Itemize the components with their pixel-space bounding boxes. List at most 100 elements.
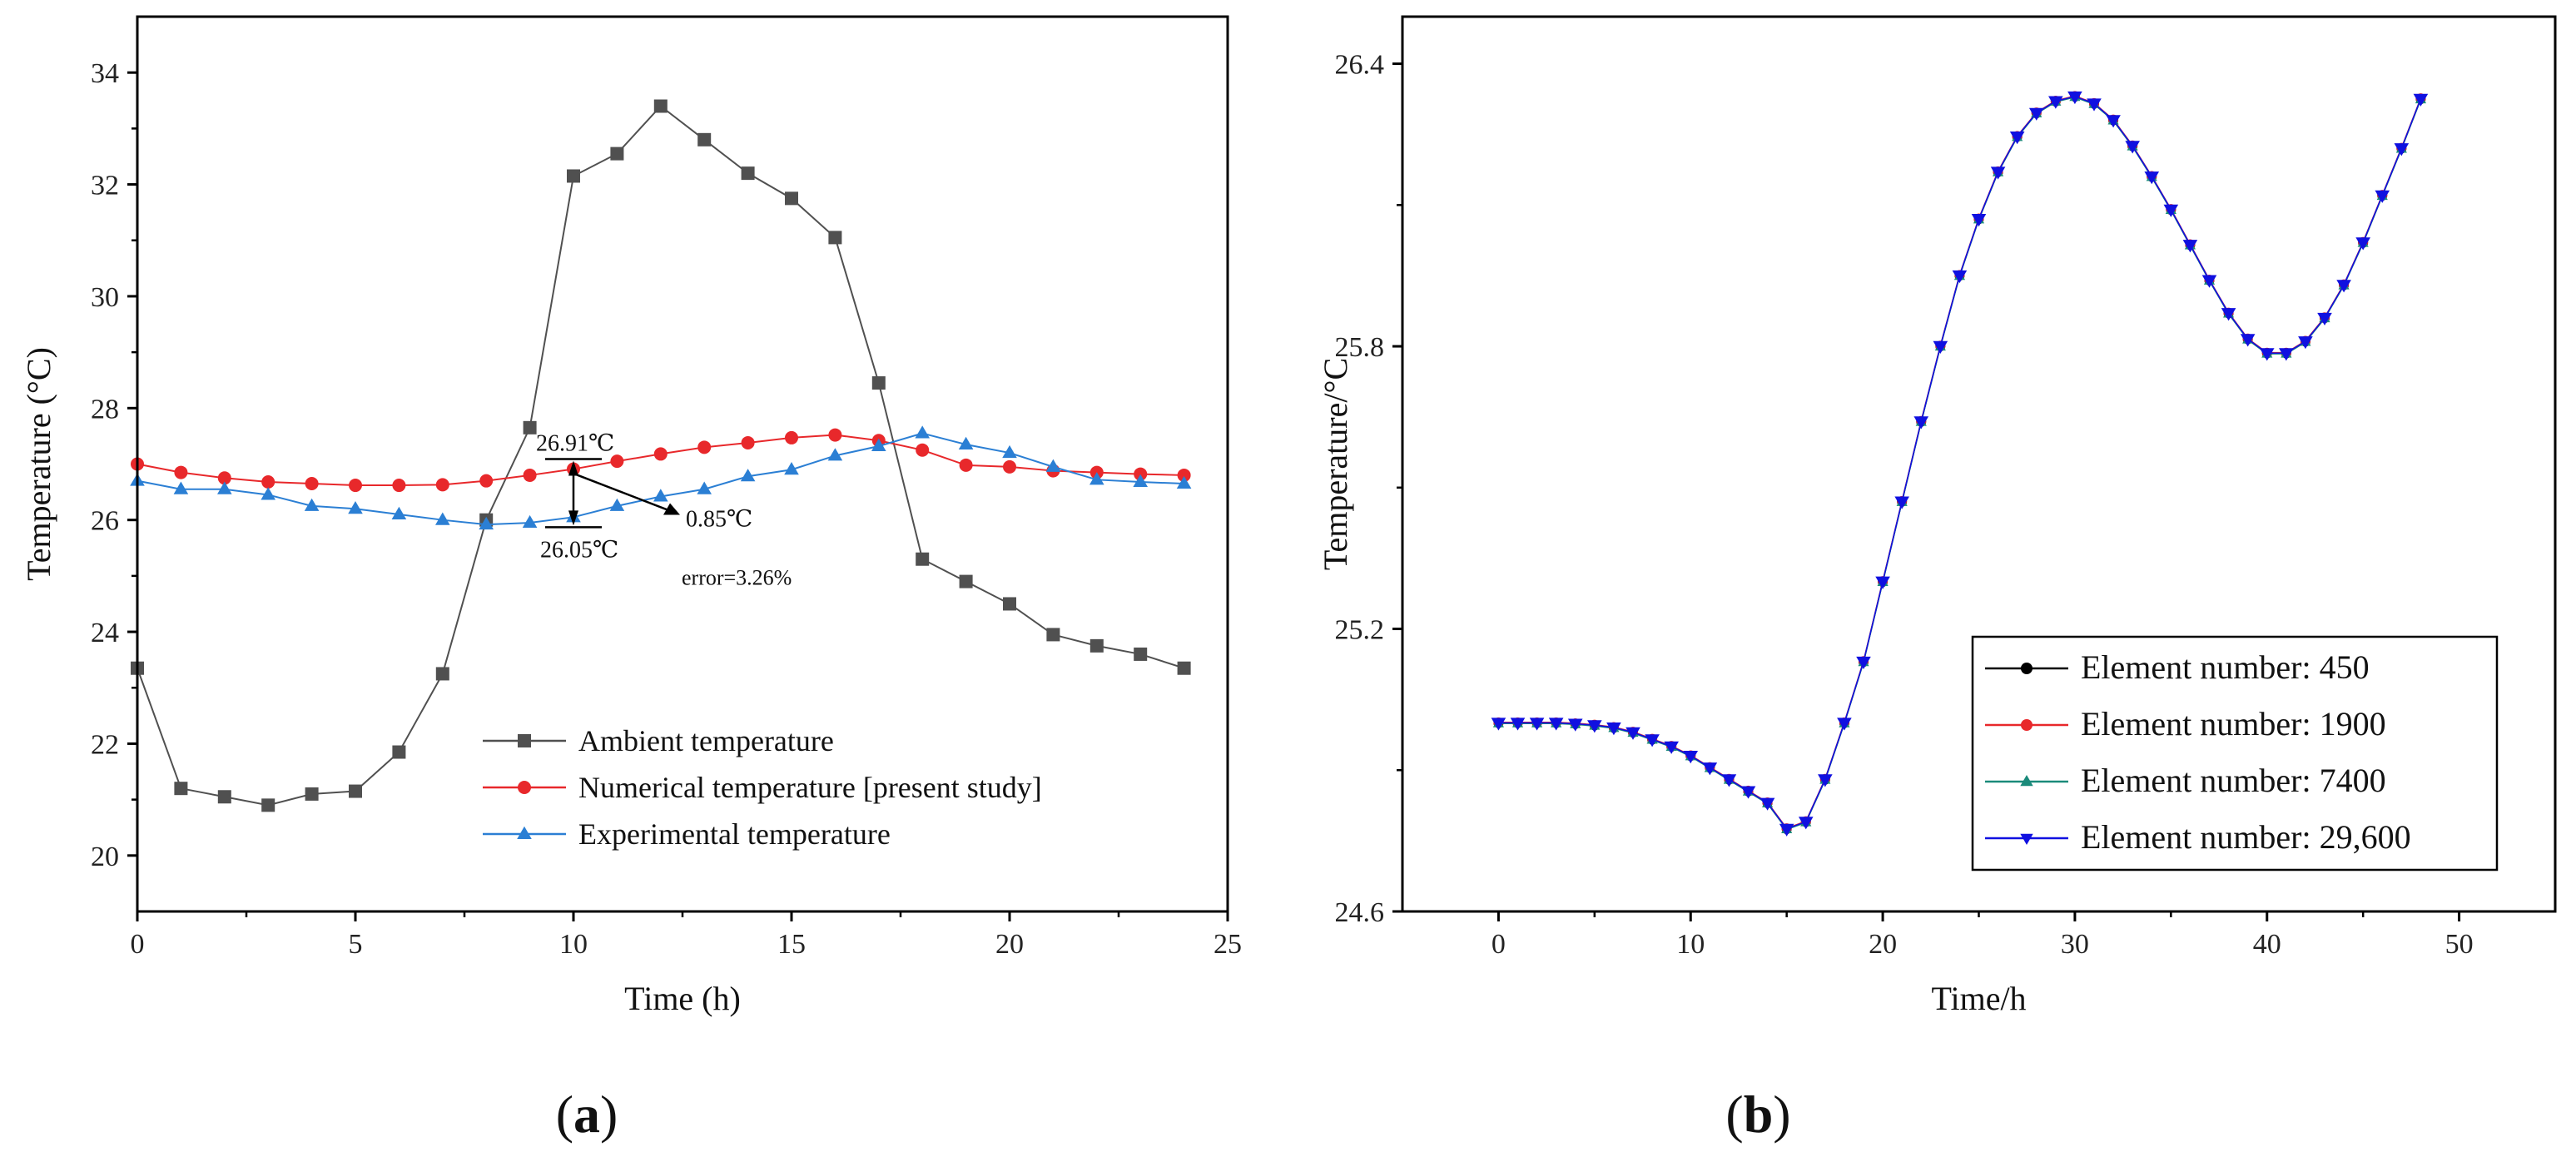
panel-b-series-3-point (2240, 334, 2256, 347)
panel-b-series-3-point (2336, 280, 2351, 293)
x-tick-label: 5 (349, 929, 363, 960)
annotation-pointer-arrowhead (663, 503, 680, 515)
y-tick-label: 26.4 (1335, 50, 1385, 81)
panel-a-series-0-point (1089, 638, 1104, 653)
panel-a-series-2-point (391, 506, 407, 519)
panel-a-series-2-point (173, 481, 189, 494)
legend-entry-label: Element number: 1900 (2081, 705, 2386, 742)
annotation-pointer-arrow (576, 474, 673, 513)
panel-a-series-0-point (871, 376, 886, 390)
annotation-upper-value: 26.91℃ (536, 431, 614, 457)
panel-a-series-1-point (217, 471, 231, 485)
y-tick-label: 22 (91, 729, 119, 760)
panel-a-plot-frame (136, 15, 1229, 913)
legend-swatch-marker (2020, 774, 2033, 787)
panel-a-series (130, 99, 1192, 812)
panel-a-series-2-point (740, 469, 756, 482)
panel-b-series-3-point (2413, 93, 2429, 107)
panel-a-series-1-point (435, 478, 449, 492)
panel-a-series-2-point (784, 462, 799, 475)
y-tick-label: 25.8 (1335, 332, 1385, 363)
panel-b-series-3-point (1683, 751, 1699, 764)
panel-a-series-2-line (136, 432, 1184, 526)
panel-a-series-2-point (261, 487, 275, 500)
panel-b-series-3-point (2163, 204, 2179, 217)
svg-text:(a): (a) (556, 1085, 618, 1144)
annotation-error: error=3.26% (682, 565, 792, 589)
panel-a-series-0-point (1177, 661, 1191, 675)
panel-a-series-2-point (697, 481, 712, 494)
panel-a-series-1-point (479, 474, 494, 488)
panel-b-series-3-point (1567, 718, 1583, 732)
panel-b-series-3-point (1510, 718, 1526, 731)
panel-a-series-1-point (1003, 459, 1016, 474)
legend-swatch-marker (2021, 663, 2033, 674)
panel-b-ticks: 0 10 20 30 40 50 24.6 25.2 25.8 26.4 (1335, 50, 2474, 960)
y-tick-label: 32 (91, 171, 119, 201)
x-tick-label: 10 (559, 929, 588, 960)
annotation-lower-value: 26.05℃ (540, 537, 618, 563)
x-tick-label: 15 (777, 929, 806, 960)
panel-a-series-2-point (958, 436, 974, 449)
panel-a-series-2-point (1002, 444, 1017, 459)
panel-a-series-1-point (1177, 468, 1191, 482)
panel-a-series-1-point (305, 477, 319, 491)
panel-a: 0 5 10 15 20 25 20 22 24 26 28 30 32 34 26.91℃ 26.05℃… (20, 15, 1242, 1144)
panel-a-series-2-point (653, 489, 668, 502)
panel-b-series-3-point (1913, 416, 1929, 430)
panel-b-series-3-point (2182, 240, 2198, 253)
panel-b-series-3-point (1529, 718, 1545, 731)
panel-a-series-0-point (828, 231, 842, 245)
panel-a-series-1-point (959, 458, 973, 472)
panel-b-series-3-point (2067, 91, 2082, 105)
x-tick-label: 40 (2253, 929, 2281, 960)
panel-b-series-3-point (1664, 741, 1679, 754)
panel-b-series-3-point (1798, 817, 1814, 830)
panel-b-series-3-point (1779, 823, 1794, 837)
x-tick-label: 0 (1491, 929, 1506, 960)
x-tick-label: 50 (2445, 929, 2474, 960)
panel-a-series-0-point (959, 574, 973, 588)
annotation-arrowhead-up (568, 460, 578, 476)
panel-a-series-0-point (785, 191, 798, 206)
panel-a-ticks: 0 5 10 15 20 25 20 22 24 26 28 30 32 34 (91, 58, 1242, 960)
panel-b-series-3-point (1740, 786, 1756, 799)
y-tick-label: 34 (91, 58, 119, 89)
panel-a-series-2-point (348, 501, 363, 514)
legend-entry-label: Ambient temperature (578, 724, 834, 757)
x-tick-label: 25 (1214, 929, 1242, 960)
panel-b-series-3-point (2259, 348, 2275, 361)
panel-b-series-3-point (2355, 237, 2370, 251)
panel-a-series-0-point (1003, 597, 1016, 611)
panel-b-series-3-point (1626, 727, 1640, 740)
panel-a-label: (a) (556, 1085, 618, 1144)
panel-a-series-0-point (653, 99, 668, 113)
panel-a-series-2-point (609, 498, 625, 511)
panel-b-series-3-point (1587, 720, 1602, 733)
panel-b-series-3-point (1894, 496, 1909, 509)
panel-b-series-3-point (2298, 336, 2313, 350)
panel-b-series-3-point (2201, 275, 2217, 288)
panel-a-series-1-point (653, 447, 668, 461)
panel-b-series-3-point (2144, 171, 2160, 185)
panel-a-series-2-point (217, 481, 232, 494)
panel-b-y-axis-title: Temperature/°C (1317, 358, 1354, 570)
annotation-arrowhead-down (568, 510, 578, 526)
panel-b-series-3-point (1645, 734, 1660, 747)
panel-b-series-3-point (2394, 143, 2410, 156)
svg-text:(b): (b) (1725, 1085, 1790, 1144)
x-tick-label: 20 (995, 929, 1024, 960)
panel-b-series-3-point (2028, 107, 2044, 121)
y-tick-label: 26 (91, 506, 119, 537)
panel-b-series-3-point (1837, 718, 1852, 731)
panel-b-plot-frame (1401, 15, 2557, 913)
panel-a-series-2-point (915, 425, 930, 439)
legend-swatch-marker (2020, 833, 2033, 846)
panel-b-series-3-point (1933, 340, 1948, 354)
panel-b-series-3-point (1856, 656, 1871, 670)
panel-b-legend: Element number: 450 Element number: 1900 E… (1971, 635, 2499, 871)
panel-b-series-3-point (1606, 723, 1621, 736)
panel-a-x-axis-title: Time (h) (624, 980, 741, 1017)
panel-a-series-1-point (174, 465, 188, 479)
panel-a-legend: Ambient temperature Numerical temperature… (483, 724, 1042, 851)
